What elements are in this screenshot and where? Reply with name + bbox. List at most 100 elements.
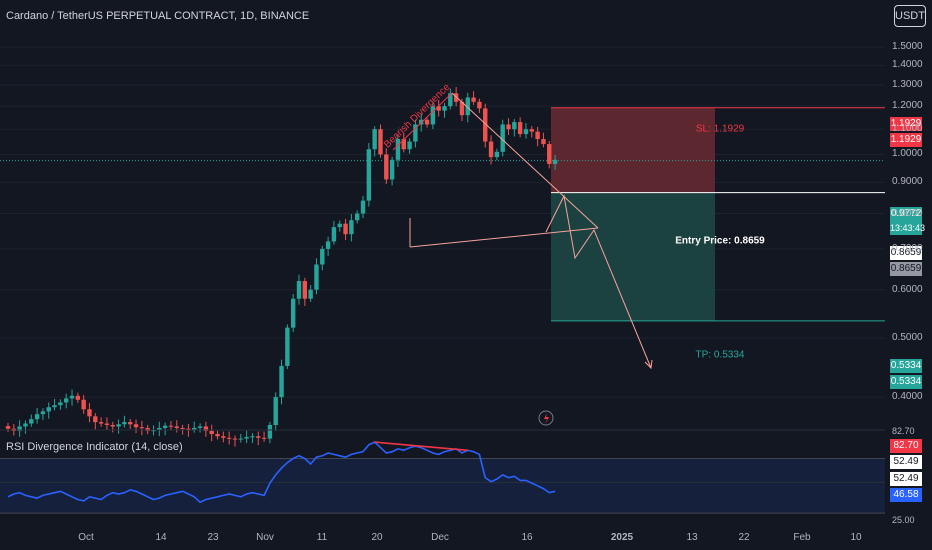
candle-body-92 [541,139,546,145]
candle-body-14 [87,409,92,417]
candle-body-40 [238,438,243,440]
candle-body-17 [104,423,110,425]
entry-price-tag-1: 0.8659 [890,246,922,260]
candle-body-68 [401,139,406,150]
candle-body-70 [413,124,418,142]
y-tick-7: 0.8000 [892,207,923,219]
candle-body-94 [552,159,558,164]
candle-body-31 [186,428,191,430]
candle-body-59 [349,220,354,235]
candle-body-83 [488,141,494,158]
sl-price-tag-2: 1.1929 [890,133,922,147]
candle-body-43 [256,436,261,438]
candle-body-84 [494,151,500,158]
y-tick-1: 1.4000 [892,59,923,71]
candle-body-28 [168,425,174,427]
candle-body-32 [192,427,197,430]
projection-path [545,194,652,369]
stop-loss-zone [551,107,715,193]
candle-body-2 [17,426,22,431]
entry-price-tag-2: 0.8659 [890,262,922,276]
rsi-band [0,458,885,514]
y-tick-11: 0.4000 [892,391,923,403]
candle-body-48 [285,327,290,366]
candle-body-33 [197,426,203,428]
candle-body-87 [512,122,517,130]
candle-body-86 [506,124,511,130]
candle-body-75 [442,106,447,111]
candle-body-29 [174,426,179,428]
y-tick-6: 0.9000 [892,176,923,188]
candle-body-88 [517,122,523,135]
candle-body-78 [459,101,465,116]
candle-body-76 [448,93,453,107]
candle-body-35 [209,430,214,434]
candle-body-64 [378,129,383,155]
candle-body-63 [372,129,377,150]
alert-icon [538,410,554,426]
rsi-tag-52b: 52.49 [890,472,922,486]
candle-body-7 [46,407,51,412]
rsi-divergence-line [374,441,468,452]
candle-body-6 [40,411,46,415]
candle-body-18 [110,425,115,427]
x-tick-3: Nov [256,532,274,543]
candle-body-49 [290,298,296,328]
candle-body-4 [29,419,34,424]
x-tick-0: Oct [78,532,94,543]
x-tick-11: Feb [793,532,811,543]
candle-body-51 [302,281,308,299]
sl-label: SL: 1.1929 [695,123,745,135]
x-tick-7: 16 [521,532,533,543]
rsi-line [7,441,556,504]
candle-body-91 [535,131,540,140]
candle-body-39 [232,438,238,440]
tp-price-tag-2: 0.5334 [890,375,922,389]
entry-label: Entry Price: 0.8659 [675,235,765,247]
candle-body-54 [320,248,325,265]
candle-body-8 [52,405,57,408]
rsi-tag-82: 82.70 [890,439,922,453]
take-profit-zone [551,192,715,321]
candle-body-66 [389,159,395,180]
candle-body-30 [180,427,185,429]
candle-body-85 [500,124,505,152]
candle-body-36 [215,433,220,437]
rsi-tick-bottom: 25.00 [892,515,915,525]
y-tick-5: 1.0000 [892,148,923,160]
candle-body-73 [430,106,436,125]
candle-body-44 [261,437,267,439]
candle-body-11 [69,395,75,399]
candle-body-72 [424,119,430,125]
candle-body-21 [128,422,133,425]
y-tick-10: 0.5000 [892,332,923,343]
triangle-upper-line [451,92,599,229]
candle-body-67 [395,139,401,160]
candle-body-23 [139,427,145,429]
rsi-tag-46: 46.58 [890,488,922,502]
rsi-title: RSI Divergence Indicator (14, close) [6,441,183,453]
candle-body-58 [343,223,348,235]
candle-body-55 [325,241,331,249]
x-tick-1: 14 [155,532,167,543]
candle-body-69 [407,141,412,150]
x-tick-4: 11 [316,532,328,543]
candle-body-42 [250,436,255,438]
candle-body-52 [308,289,313,299]
candle-body-41 [244,437,249,439]
x-tick-6: Dec [431,532,449,543]
candle-body-81 [477,101,482,109]
candle-body-25 [151,430,156,432]
tp-label: TP: 0.5334 [695,349,745,361]
triangle-lower-line [409,227,599,248]
candle-body-79 [465,97,470,116]
currency-button[interactable]: USDT [894,5,926,27]
candle-body-0 [5,426,11,429]
y-tick-2: 1.3000 [892,78,923,90]
candle-body-27 [162,425,168,428]
y-tick-4: 1.1000 [892,123,923,135]
candle-body-22 [133,424,139,428]
candle-body-50 [296,281,302,299]
candle-body-15 [93,416,98,423]
